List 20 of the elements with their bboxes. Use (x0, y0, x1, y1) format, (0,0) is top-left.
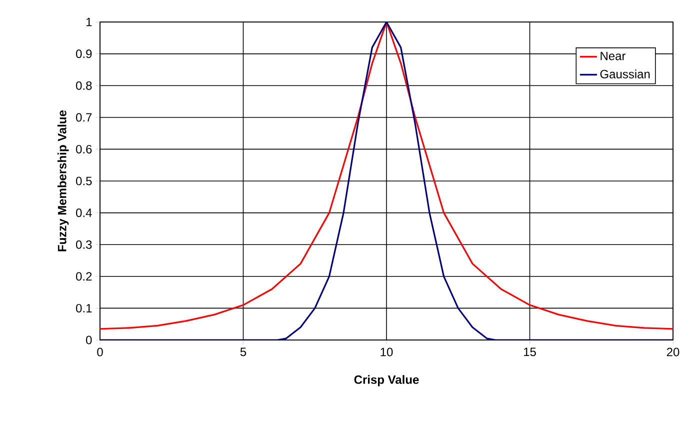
x-tick-label: 10 (380, 348, 393, 356)
y-tick-label: 0.8 (76, 81, 92, 90)
y-tick-label: 0.1 (76, 304, 92, 312)
y-tick-label: 0.3 (76, 240, 92, 249)
x-axis-title: Crisp Value (354, 375, 419, 386)
y-tick-label: 1 (86, 18, 92, 26)
y-tick-label: 0.5 (76, 176, 92, 186)
y-tick-label: 0.4 (76, 208, 92, 218)
y-tick-label: 0.2 (76, 272, 92, 281)
y-axis-title: Fuzzy Membership Value (58, 110, 69, 252)
x-tick-label: 20 (666, 348, 680, 356)
x-tick-label: 0 (97, 348, 103, 356)
x-tick-label: 15 (524, 348, 536, 356)
y-tick-label: 0.6 (76, 144, 92, 154)
legend-label: Near (600, 52, 626, 60)
y-tick-label: 0.7 (76, 113, 92, 122)
y-tick-label: 0.9 (76, 50, 92, 58)
legend-label: Gaussian (600, 70, 650, 78)
x-tick-label: 5 (240, 348, 246, 356)
y-tick-label: 0 (86, 336, 92, 344)
